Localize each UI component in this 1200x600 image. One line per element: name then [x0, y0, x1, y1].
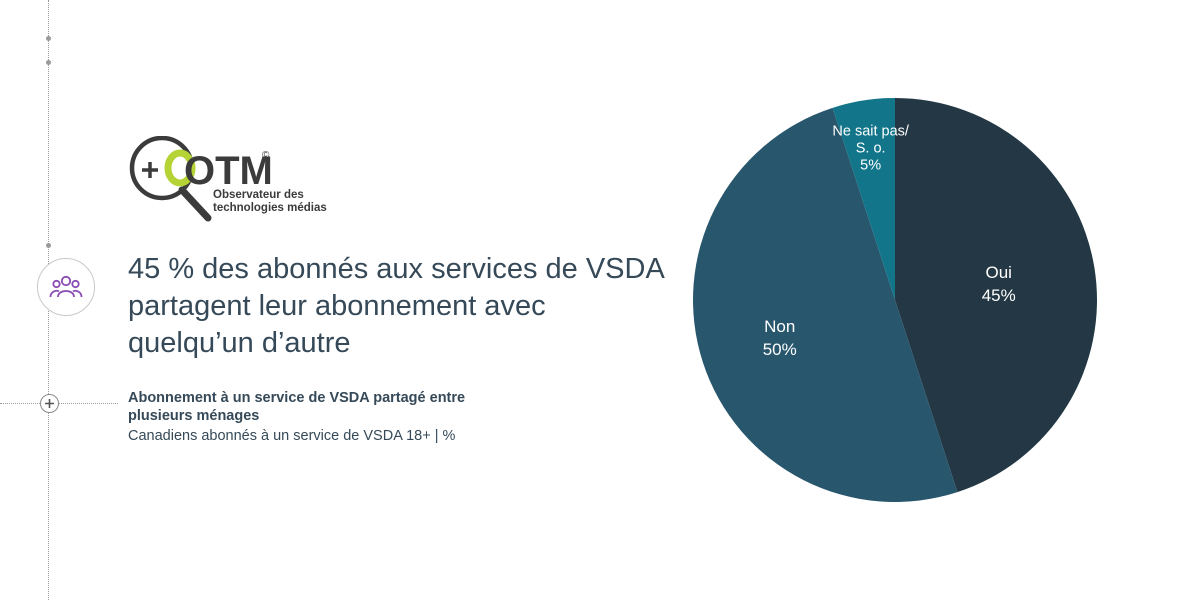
logo-subtitle: Observateur des technologies médias: [213, 189, 327, 215]
copyright-mark: ©: [262, 150, 270, 161]
slice-label-non: Non: [764, 317, 795, 336]
pie-slice-nsp: [832, 98, 895, 300]
pie-slice-oui: [895, 98, 1097, 493]
rail-dot: [46, 60, 51, 65]
slice-label-nsp: Ne sait pas/: [832, 123, 910, 139]
plus-icon[interactable]: [40, 394, 59, 413]
chart-subtitle: Canadiens abonnés à un service de VSDA 1…: [128, 428, 456, 444]
section-divider: [0, 403, 118, 404]
slice-value-label-non: 50%: [763, 340, 797, 359]
logo-subtitle-line: Observateur des: [213, 189, 304, 201]
slice-value-label-oui: 45%: [982, 286, 1016, 305]
logo-mark: OTM: [184, 149, 273, 193]
slice-value-label-nsp: 5%: [860, 157, 881, 173]
headline: 45 % des abonnés aux services de VSDA pa…: [128, 253, 664, 359]
chart-title: Abonnement à un service de VSDA partagé …: [128, 390, 466, 424]
logo-subtitle-line: technologies médias: [213, 202, 327, 214]
magnifier-logo-icon: OTM ©: [129, 135, 273, 222]
otm-logo: OTM ©: [126, 135, 336, 228]
rail-dot: [46, 243, 51, 248]
rail-dot: [46, 36, 51, 41]
pie-slice-non: [693, 107, 958, 502]
slice-label-oui: Oui: [986, 263, 1012, 282]
slice-label-nsp: S. o.: [856, 140, 886, 156]
people-icon: [37, 258, 95, 316]
pie-chart: Oui 45% Non 50% Ne sait pas/S. o.5%: [693, 98, 1097, 502]
